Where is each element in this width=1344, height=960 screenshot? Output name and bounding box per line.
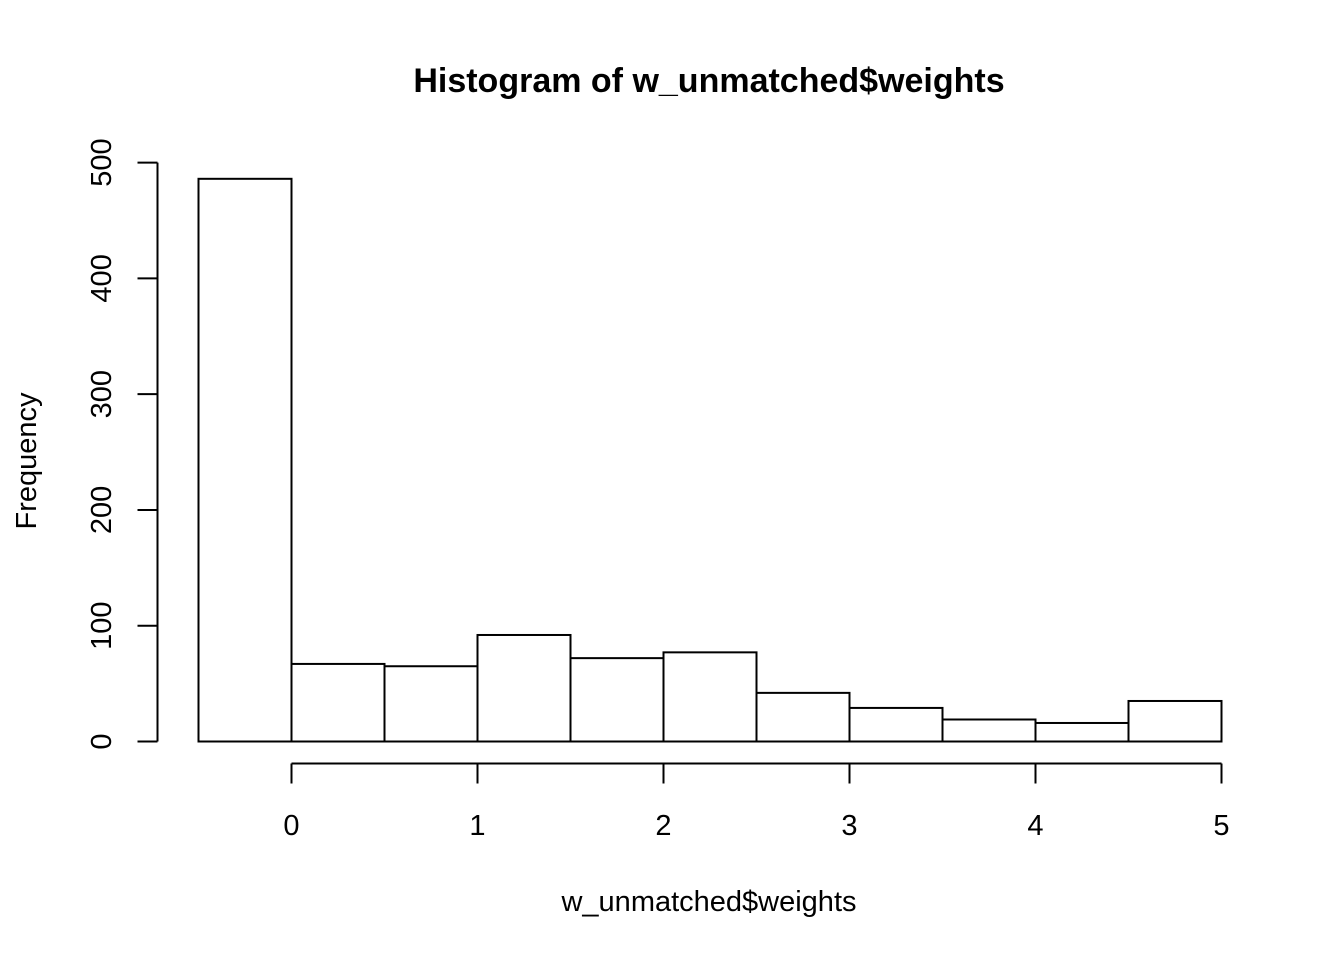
histogram-bar-2 (383, 665, 479, 743)
y-tick-label-1: 100 (86, 602, 118, 650)
histogram-bar-6 (755, 691, 851, 743)
histogram-bar-3 (476, 633, 572, 743)
histogram-bar-5 (662, 651, 758, 743)
y-tick-label-0: 0 (86, 733, 118, 749)
x-tick-label-5: 5 (1213, 810, 1229, 842)
x-axis-label: w_unmatched$weights (560, 886, 856, 918)
histogram-bar-9 (1034, 721, 1130, 743)
histogram-bar-8 (941, 718, 1037, 743)
histogram-bars (197, 177, 1223, 743)
y-tick-label-4: 400 (86, 254, 118, 302)
y-tick-label-2: 200 (86, 486, 118, 534)
x-tick-label-3: 3 (841, 810, 857, 842)
x-axis: 0 1 2 3 4 5 (283, 762, 1230, 842)
x-tick-label-2: 2 (655, 810, 671, 842)
histogram-bar-4 (569, 657, 665, 743)
histogram-bar-7 (848, 706, 944, 743)
y-tick-label-3: 300 (86, 370, 118, 418)
chart-title: Histogram of w_unmatched$weights (413, 62, 1004, 100)
histogram-bar-1 (290, 662, 386, 743)
x-tick-label-1: 1 (469, 810, 485, 842)
x-tick-label-4: 4 (1027, 810, 1043, 842)
x-tick-label-0: 0 (283, 810, 299, 842)
histogram-bar-0 (197, 177, 293, 743)
histogram-bar-10 (1127, 699, 1223, 743)
y-axis: 0 100 200 300 400 500 (86, 138, 159, 750)
y-axis-label: Frequency (11, 392, 43, 530)
y-tick-label-5: 500 (86, 138, 118, 186)
